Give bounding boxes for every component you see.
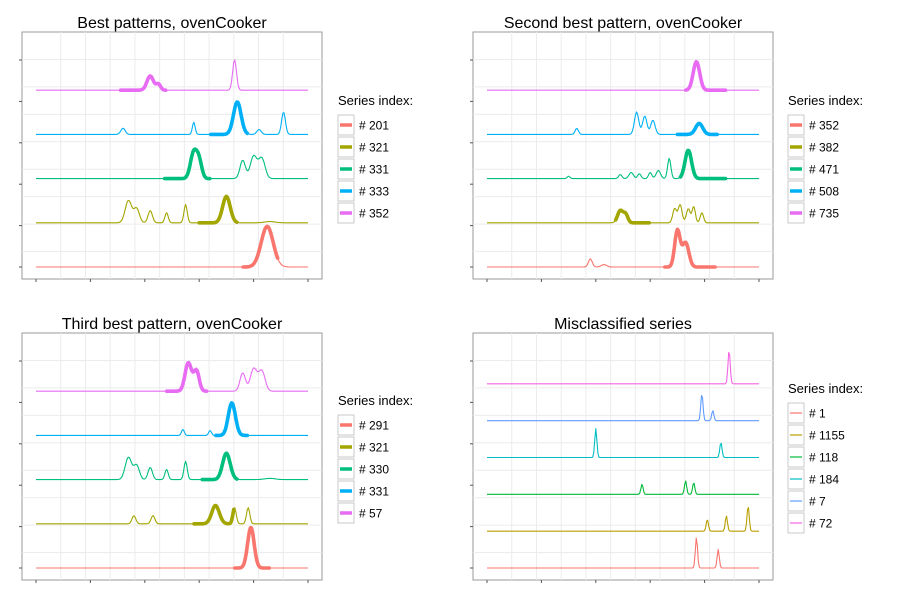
series-pattern-highlight: [663, 227, 717, 269]
legend-item: # 508: [787, 180, 839, 202]
legend: Series index: # 352 # 382 # 471 # 508 # 735: [787, 93, 863, 224]
legend-item: # 471: [787, 158, 839, 180]
legend-label: # 331: [359, 485, 389, 499]
series-pattern-highlight: [233, 525, 272, 570]
legend-label: # 118: [809, 451, 838, 465]
series-pattern-highlight: [684, 60, 728, 92]
series-line: [487, 394, 759, 422]
legend-item: # 1: [787, 402, 826, 424]
plot-area: [472, 31, 774, 280]
chart-title: Best patterns, ovenCooker: [77, 15, 267, 32]
chart-title: Misclassified series: [554, 316, 692, 333]
series-pattern-highlight: [200, 451, 239, 482]
chart-panel-1: Best patterns, ovenCooker Series index: # …: [19, 15, 413, 282]
plot-area: [21, 332, 323, 581]
legend-label: # 471: [809, 163, 839, 177]
legend-item: # 72: [787, 512, 833, 534]
series-line: [36, 505, 308, 525]
legend-label: # 321: [359, 141, 389, 155]
legend-item: # 201: [337, 114, 389, 136]
legend-label: # 57: [359, 507, 383, 521]
legend-item: # 1155: [787, 424, 845, 446]
legend-item: # 735: [787, 202, 839, 224]
legend-item: # 331: [337, 480, 389, 502]
legend-label: # 184: [809, 473, 839, 487]
series-pattern-highlight: [214, 401, 250, 438]
series-line: [36, 101, 308, 135]
series-pattern-highlight: [162, 147, 212, 181]
legend-label: # 72: [809, 517, 833, 531]
series-pattern-highlight: [165, 360, 209, 393]
chart-panel-4: Misclassified series Series index: # 1 # 11…: [470, 316, 863, 583]
series-pattern-highlight: [613, 208, 651, 225]
chart-title: Second best pattern, ovenCooker: [504, 15, 743, 32]
series-line: [36, 59, 308, 91]
legend-item: # 333: [337, 180, 389, 202]
legend-label: # 291: [359, 419, 389, 433]
chart-panel-3: Third best pattern, ovenCooker Series ind…: [19, 316, 413, 583]
legend-item: # 57: [337, 502, 383, 524]
legend-item: # 352: [337, 202, 389, 224]
series-pattern-highlight: [208, 100, 250, 137]
series-line: [487, 507, 759, 532]
legend-label: # 735: [809, 207, 839, 221]
legend-label: # 1155: [809, 429, 845, 443]
legend-item: # 291: [337, 414, 389, 436]
series-line: [36, 452, 308, 481]
plot-area: [21, 31, 323, 280]
legend-label: # 333: [359, 185, 389, 199]
series-line: [36, 402, 308, 436]
legend-item: # 321: [337, 436, 389, 458]
legend-item: # 352: [787, 114, 839, 136]
legend-label: # 201: [359, 119, 389, 133]
legend-item: # 331: [337, 158, 389, 180]
legend: Series index: # 291 # 321 # 330 # 331 # 57: [337, 393, 413, 524]
series-pattern-highlight: [678, 148, 728, 181]
legend-title: Series index:: [338, 393, 413, 408]
legend-item: # 382: [787, 136, 839, 158]
legend-label: # 331: [359, 163, 389, 177]
legend-label: # 508: [809, 185, 839, 199]
legend-item: # 330: [337, 458, 389, 480]
legend-item: # 321: [337, 136, 389, 158]
legend-item: # 118: [787, 446, 838, 468]
chart-title: Third best pattern, ovenCooker: [62, 316, 283, 333]
legend-label: # 7: [809, 495, 826, 509]
series-line: [487, 537, 759, 569]
legend-label: # 352: [809, 119, 839, 133]
series-line: [487, 351, 759, 385]
chart-panel-2: Second best pattern, ovenCooker Series in…: [470, 15, 863, 282]
legend-label: # 1: [809, 407, 826, 421]
series-pattern-highlight: [675, 121, 719, 137]
legend-label: # 321: [359, 441, 389, 455]
legend-label: # 352: [359, 207, 389, 221]
series-pattern-highlight: [197, 194, 239, 225]
series-line: [487, 428, 759, 459]
legend-title: Series index:: [788, 93, 863, 108]
legend: Series index: # 1 # 1155 # 118 # 184 # 7 # 72: [787, 381, 863, 534]
series-line: [487, 480, 759, 495]
series-pattern-highlight: [118, 74, 168, 92]
series-pattern-highlight: [192, 503, 236, 526]
series-pattern-highlight: [241, 224, 280, 269]
legend-item: # 7: [787, 490, 826, 512]
legend-label: # 382: [809, 141, 839, 155]
legend-title: Series index:: [338, 93, 413, 108]
series-line: [36, 195, 308, 224]
legend-title: Series index:: [788, 381, 863, 396]
legend-label: # 330: [359, 463, 389, 477]
legend: Series index: # 201 # 321 # 331 # 333 # 352: [337, 93, 413, 224]
legend-item: # 184: [787, 468, 839, 490]
